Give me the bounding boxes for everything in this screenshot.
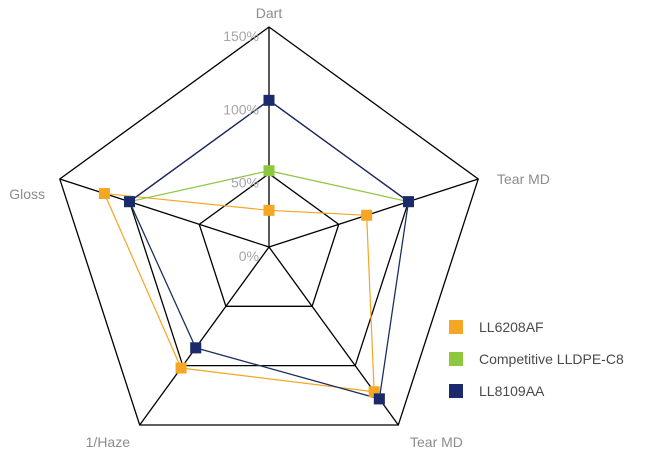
legend-label-ll8109aa: LL8109AA [479, 383, 545, 399]
series-1-point-0 [263, 165, 275, 177]
tick-label-0: 0% [239, 248, 259, 264]
series-0-point-0 [263, 204, 275, 216]
legend-item-ll6208af: LL6208AF [449, 317, 624, 337]
chart-legend: LL6208AF Competitive LLDPE-C8 LL8109AA [449, 317, 624, 413]
tick-label-150: 150% [223, 28, 259, 44]
legend-swatch-ll6208af [449, 320, 463, 334]
series-line-0 [103, 192, 375, 393]
axis-label-4: Gloss [9, 186, 45, 202]
legend-swatch-ll8109aa [449, 384, 463, 398]
series-2-point-1 [402, 196, 414, 208]
legend-item-competitive-lldpe-c8: Competitive LLDPE-C8 [449, 349, 624, 369]
series-0-point-4 [98, 188, 110, 200]
radar-labels: 0% 50% 100% 150% Dart Tear MD Tear MD 1/Haze Glo… [9, 5, 550, 450]
tick-label-100: 100% [223, 101, 259, 117]
grid-spoke-4 [59, 178, 270, 248]
series-2-point-4 [124, 196, 136, 208]
series-2-point-0 [263, 94, 275, 106]
legend-item-ll8109aa: LL8109AA [449, 381, 624, 401]
radar-series-markers [98, 94, 414, 405]
axis-label-2: Tear MD [410, 434, 463, 450]
legend-swatch-competitive-lldpe-c8 [449, 352, 463, 366]
series-0-point-3 [175, 362, 187, 374]
grid-spoke-1 [268, 178, 479, 248]
grid-ring-50 [198, 172, 340, 307]
legend-label-competitive-lldpe-c8: Competitive LLDPE-C8 [479, 351, 624, 367]
radar-grid [59, 26, 479, 426]
grid-spoke-3 [139, 246, 270, 426]
tick-label-50: 50% [231, 175, 259, 191]
series-0-point-2 [368, 386, 380, 398]
series-2-point-2 [373, 393, 385, 405]
axis-label-3: 1/Haze [86, 434, 131, 450]
legend-label-ll6208af: LL6208AF [479, 319, 544, 335]
series-line-2 [128, 99, 410, 400]
grid-ring-150 [59, 26, 479, 426]
axis-label-0: Dart [256, 5, 283, 21]
axis-label-1: Tear MD [497, 171, 550, 187]
series-0-point-1 [361, 209, 373, 221]
series-2-point-3 [190, 342, 202, 354]
